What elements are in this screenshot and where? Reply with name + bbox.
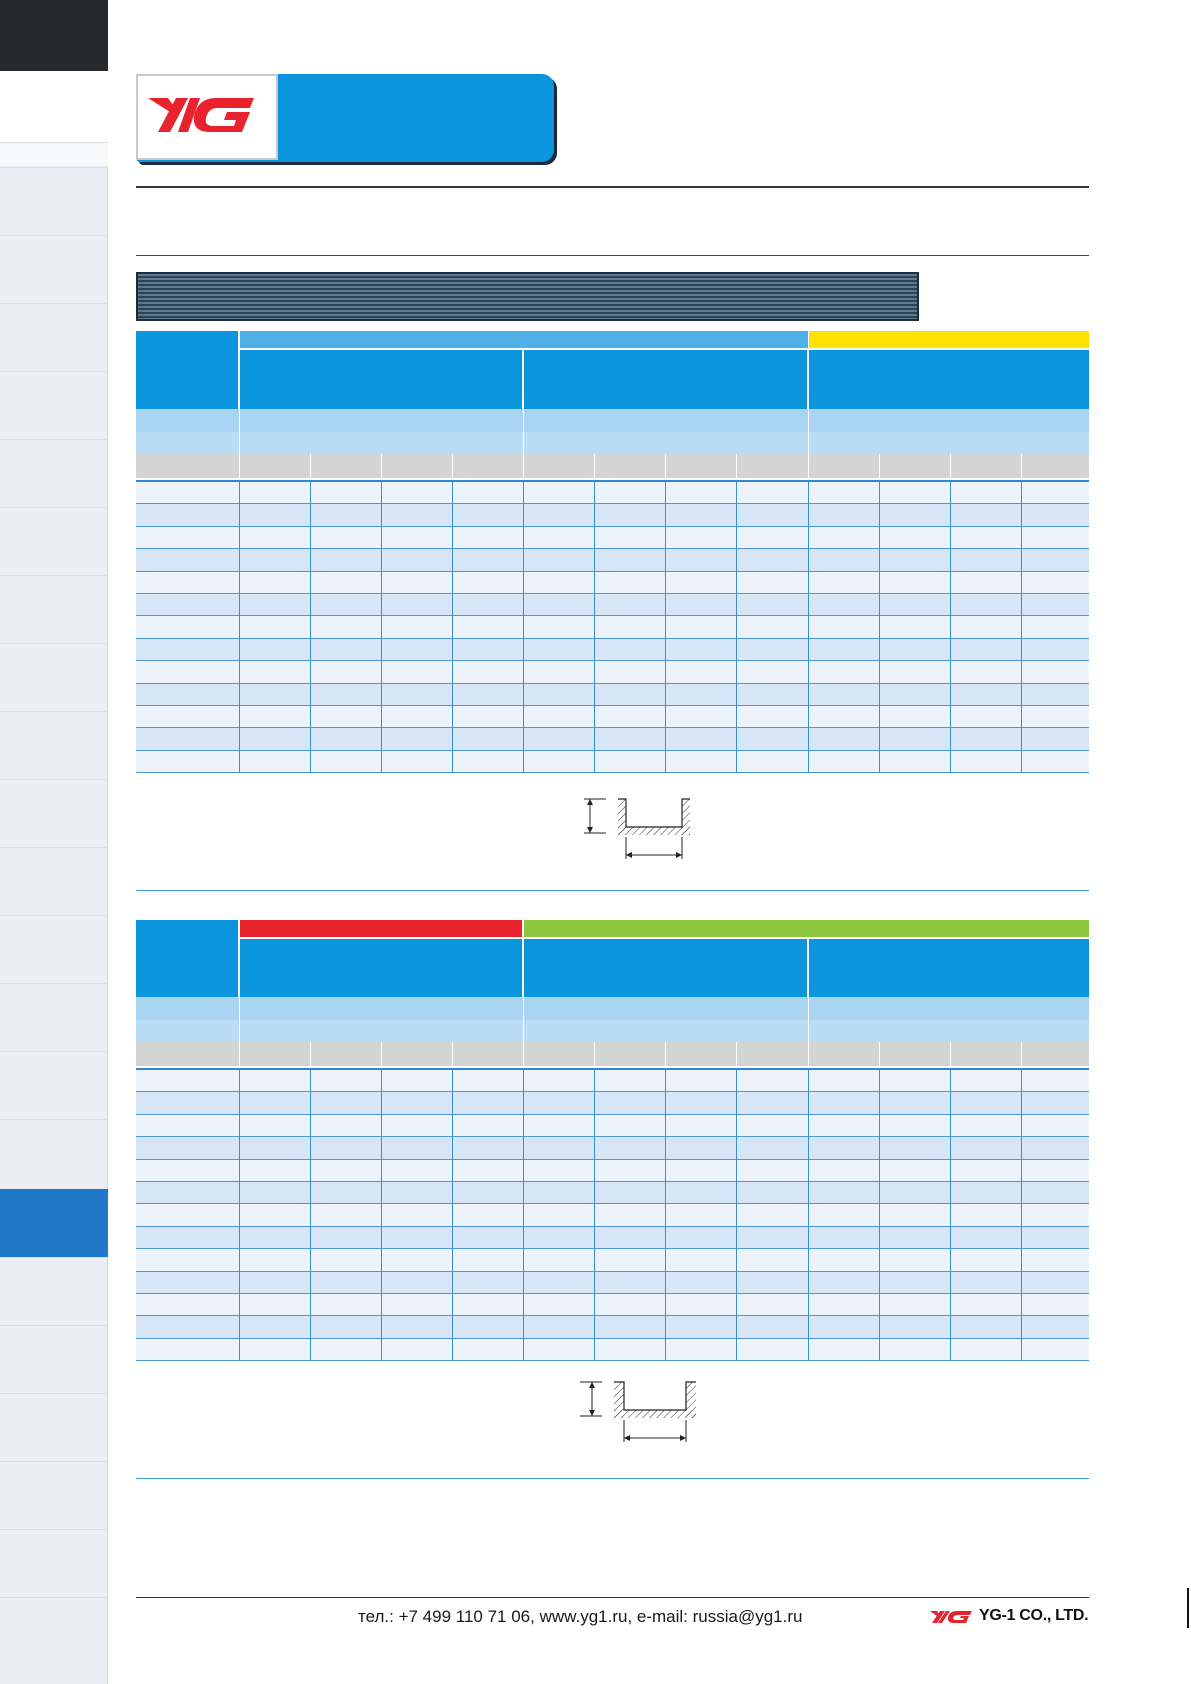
header-band [136, 997, 1089, 1020]
group-bar-blue [240, 331, 808, 348]
sidebar-tab[interactable] [0, 1257, 108, 1325]
sidebar-tab-active[interactable] [0, 1189, 108, 1257]
table-row [136, 526, 1089, 550]
table-row [136, 1114, 1089, 1138]
header-band [136, 409, 1089, 432]
table-row [136, 594, 1089, 617]
header-band [136, 1020, 1089, 1043]
sidebar-tab[interactable] [0, 235, 108, 303]
table-row [136, 616, 1089, 639]
section-banner [136, 272, 919, 321]
sidebar-tab[interactable] [0, 643, 108, 711]
data-table-1 [136, 331, 1089, 777]
column-header-row [136, 454, 1089, 478]
sidebar-tab[interactable] [0, 915, 108, 983]
group-header [524, 350, 807, 409]
table-row [136, 571, 1089, 594]
table-corner-header [136, 920, 238, 997]
table-row [136, 706, 1089, 729]
table-row [136, 1182, 1089, 1205]
table-row [136, 482, 1089, 505]
sidebar-tab[interactable] [0, 983, 108, 1051]
sidebar-tab[interactable] [0, 847, 108, 915]
table-row [136, 504, 1089, 527]
table-row [136, 1249, 1089, 1272]
footer-contact: тел.: +7 499 110 71 06, www.yg1.ru, e-ma… [358, 1607, 803, 1626]
sidebar-tab[interactable] [0, 1119, 108, 1187]
sidebar-tab[interactable] [0, 779, 108, 847]
subheader-rule [136, 255, 1089, 256]
sidebar-tab[interactable] [0, 1051, 108, 1119]
sidebar-tab[interactable] [0, 507, 108, 575]
table-row [136, 1137, 1089, 1160]
sidebar [0, 0, 108, 1684]
sidebar-tab[interactable] [0, 1461, 108, 1529]
group-header [240, 350, 522, 409]
table-row [136, 1338, 1089, 1362]
table-row [136, 1070, 1089, 1093]
sidebar-tab[interactable] [0, 303, 108, 371]
sidebar-tab[interactable] [0, 711, 108, 779]
group-bar-green [524, 920, 1089, 937]
sidebar-tab[interactable] [0, 439, 108, 507]
page-edge-mark [1187, 1588, 1189, 1628]
table-row [136, 1316, 1089, 1339]
group-header [240, 939, 522, 997]
table-row [136, 1092, 1089, 1115]
section-divider [136, 890, 1089, 891]
column-header-row [136, 1042, 1089, 1066]
sidebar-tab[interactable] [0, 371, 108, 439]
yg-logo-icon [148, 98, 254, 132]
data-table-2 [136, 920, 1089, 1366]
table-row [136, 683, 1089, 706]
group-bar-red [240, 920, 522, 937]
sidebar-tab[interactable] [0, 575, 108, 643]
table-row [136, 750, 1089, 774]
footer-company: YG-1 CO., LTD. [979, 1607, 1089, 1624]
section-divider [136, 1478, 1089, 1479]
table-row [136, 549, 1089, 572]
header-rule [136, 186, 1089, 188]
table-row [136, 661, 1089, 684]
slot-profile-diagram [580, 1381, 696, 1442]
slot-profile-diagram [584, 798, 690, 859]
table-row [136, 728, 1089, 751]
group-header [524, 939, 807, 997]
group-bar-yellow [809, 331, 1089, 348]
table-corner-header [136, 331, 238, 409]
brand-logo [136, 74, 278, 160]
sidebar-strip [0, 142, 108, 166]
table-row [136, 1204, 1089, 1227]
table-row [136, 1159, 1089, 1182]
table-row [136, 1294, 1089, 1317]
table-row [136, 1226, 1089, 1250]
yg-logo-small-icon [930, 1611, 972, 1623]
sidebar-tab[interactable] [0, 1325, 108, 1393]
group-header [809, 939, 1089, 997]
sidebar-tab[interactable] [0, 167, 108, 235]
sidebar-blank-block [0, 71, 108, 142]
sidebar-tab[interactable] [0, 1597, 108, 1665]
header-band [136, 432, 1089, 455]
group-header [809, 350, 1089, 409]
sidebar-tab[interactable] [0, 1393, 108, 1461]
footer-rule [136, 1597, 1089, 1598]
table-row [136, 638, 1089, 662]
table-row [136, 1271, 1089, 1294]
sidebar-header-block [0, 0, 108, 71]
sidebar-tab[interactable] [0, 1529, 108, 1597]
